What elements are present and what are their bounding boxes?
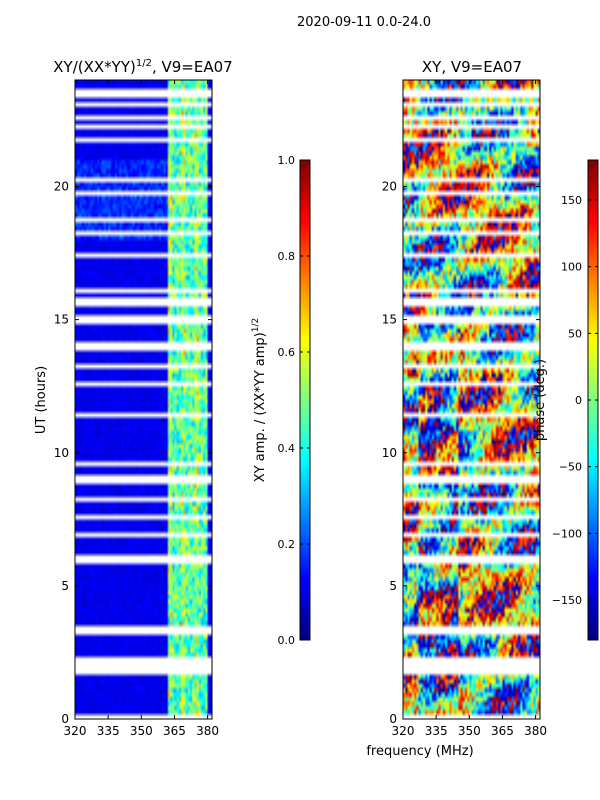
amplitude-panel-title: XY/(XX*YY)1/2, V9=EA07 — [53, 58, 232, 76]
amplitude-colorbar-label-main: XY amp. / (XX*YY amp) — [253, 332, 268, 482]
colorbar-tick-label: 100 — [561, 261, 582, 274]
colorbar-tick-label: −50 — [559, 461, 582, 474]
y-tick-label: 20 — [382, 180, 397, 194]
phase-plot-frame — [402, 79, 541, 720]
figure-suptitle: 2020-09-11 0.0-24.0 — [297, 15, 431, 30]
y-tick-label: 10 — [54, 446, 69, 460]
colorbar-tick-label: 1.0 — [278, 154, 296, 167]
phase-panel-title: XY, V9=EA07 — [422, 58, 522, 76]
x-axis-label: frequency (MHz) — [366, 744, 473, 759]
amplitude-colorbar-ticks: 0.0 0.2 0.4 0.6 0.8 1.0 — [278, 154, 310, 647]
y-tick-label: 15 — [382, 313, 397, 327]
y-tick-label: 20 — [54, 180, 69, 194]
x-tick-label: 320 — [64, 724, 87, 738]
colorbar-tick-label: 50 — [568, 327, 582, 340]
colorbar-tick-label: 0.8 — [278, 250, 296, 263]
phase-panel: XY, V9=EA07 320 335 350 365 380 0 5 10 15 20 — [382, 58, 547, 738]
amplitude-heatmap — [75, 80, 212, 719]
x-tick-label: 335 — [97, 724, 120, 738]
y-tick-label: 10 — [382, 446, 397, 460]
phase-axis-ticks: 320 335 350 365 380 0 5 10 15 20 — [382, 80, 547, 738]
amplitude-colorbar-gradient — [300, 160, 310, 640]
amplitude-plot-frame — [74, 79, 213, 720]
y-tick-label: 0 — [61, 712, 69, 726]
amplitude-panel-title-exponent: 1/2 — [136, 58, 152, 69]
colorbar-tick-label: −150 — [552, 594, 582, 607]
phase-heatmap — [403, 80, 540, 719]
y-tick-label: 5 — [61, 579, 69, 593]
x-tick-label: 350 — [458, 724, 481, 738]
y-tick-label: 5 — [389, 579, 397, 593]
x-tick-label: 365 — [491, 724, 514, 738]
amplitude-panel-title-tail: , V9=EA07 — [152, 58, 233, 76]
x-tick-label: 380 — [196, 724, 219, 738]
phase-colorbar-ticks: −150 −100 −50 0 50 100 150 — [552, 194, 598, 607]
x-tick-label: 320 — [392, 724, 415, 738]
amplitude-y-axis-label: UT (hours) — [34, 366, 49, 434]
phase-colorbar-label: phase (deg.) — [533, 359, 548, 441]
amplitude-panel-title-main: XY/(XX*YY) — [53, 58, 136, 76]
amplitude-colorbar-frame — [299, 159, 311, 641]
x-tick-label: 365 — [163, 724, 186, 738]
y-tick-label: 15 — [54, 313, 69, 327]
colorbar-tick-label: −100 — [552, 527, 582, 540]
colorbar-tick-label: 0.4 — [278, 442, 296, 455]
amplitude-colorbar-label: XY amp. / (XX*YY amp)1/2 — [251, 318, 268, 482]
amplitude-colorbar-label-exponent: 1/2 — [251, 318, 261, 332]
phase-colorbar: −150 −100 −50 0 50 100 150 phase (deg.) — [533, 159, 599, 641]
colorbar-tick-label: 0.2 — [278, 538, 296, 551]
amplitude-colorbar: 0.0 0.2 0.4 0.6 0.8 1.0 XY amp. / (XX*YY amp)… — [251, 154, 311, 647]
x-tick-label: 350 — [130, 724, 153, 738]
phase-colorbar-gradient — [588, 160, 598, 640]
x-tick-label: 335 — [425, 724, 448, 738]
colorbar-tick-label: 150 — [561, 194, 582, 207]
colorbar-tick-label: 0.6 — [278, 346, 296, 359]
y-tick-label: 0 — [389, 712, 397, 726]
amplitude-axis-ticks: 320 335 350 365 380 0 5 10 15 20 — [54, 80, 219, 738]
colorbar-tick-label: 0.0 — [278, 634, 296, 647]
amplitude-panel: XY/(XX*YY)1/2, V9=EA07 UT (hours) 320 335… — [34, 58, 233, 738]
x-tick-label: 380 — [524, 724, 547, 738]
colorbar-tick-label: 0 — [575, 394, 582, 407]
